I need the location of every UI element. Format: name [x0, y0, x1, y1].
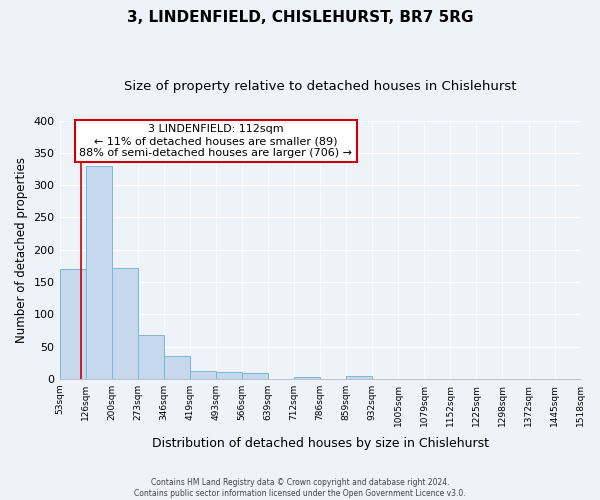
X-axis label: Distribution of detached houses by size in Chislehurst: Distribution of detached houses by size … — [152, 437, 488, 450]
Bar — [190, 370, 216, 379]
Bar — [346, 376, 372, 379]
Bar — [294, 377, 320, 379]
Y-axis label: Number of detached properties: Number of detached properties — [15, 156, 28, 342]
Bar — [112, 268, 138, 379]
Bar — [138, 335, 164, 379]
Title: Size of property relative to detached houses in Chislehurst: Size of property relative to detached ho… — [124, 80, 516, 93]
Bar — [86, 166, 112, 379]
Bar — [164, 356, 190, 379]
Bar — [242, 373, 268, 379]
Text: 3 LINDENFIELD: 112sqm
← 11% of detached houses are smaller (89)
88% of semi-deta: 3 LINDENFIELD: 112sqm ← 11% of detached … — [79, 124, 352, 158]
Text: Contains HM Land Registry data © Crown copyright and database right 2024.
Contai: Contains HM Land Registry data © Crown c… — [134, 478, 466, 498]
Text: 3, LINDENFIELD, CHISLEHURST, BR7 5RG: 3, LINDENFIELD, CHISLEHURST, BR7 5RG — [127, 10, 473, 25]
Bar — [59, 269, 86, 379]
Bar — [216, 372, 242, 379]
